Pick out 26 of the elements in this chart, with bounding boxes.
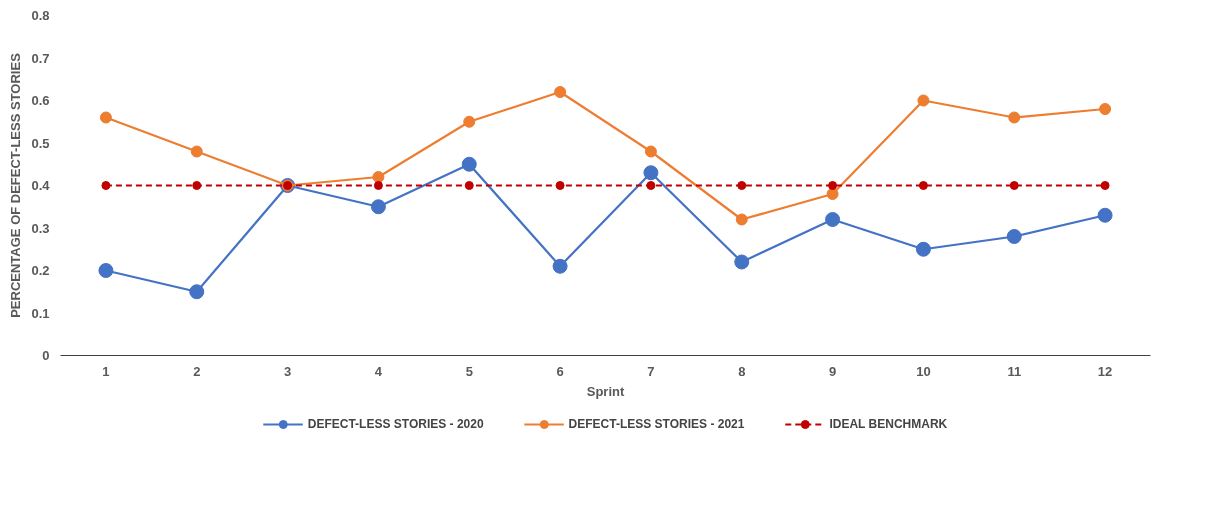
- x-tick-label: 5: [465, 363, 473, 379]
- x-tick-label: 8: [738, 363, 746, 379]
- y-tick-label: 0.5: [31, 135, 50, 151]
- y-tick-label: 0.3: [31, 220, 50, 236]
- legend-label: DEFECT-LESS STORIES - 2020: [307, 416, 484, 431]
- x-tick-label: 12: [1097, 363, 1113, 379]
- y-axis-title: PERCENTAGE OF DEFECT-LESS STORIES: [8, 52, 24, 318]
- x-tick-label: 4: [374, 363, 383, 379]
- y-tick-label: 0.1: [31, 305, 50, 321]
- x-tick-label: 10: [916, 363, 931, 379]
- y-tick-label: 0.4: [31, 178, 51, 193]
- x-tick-label: 2: [193, 363, 201, 379]
- y-tick-label: 0: [42, 348, 50, 363]
- y-tick-label: 0.8: [31, 8, 50, 23]
- legend-label: DEFECT-LESS STORIES - 2021: [568, 416, 745, 431]
- y-tick-label: 0.7: [31, 50, 50, 66]
- x-tick-label: 1: [102, 363, 110, 379]
- x-tick-label: 3: [283, 363, 292, 379]
- y-tick-label: 0.2: [31, 263, 50, 278]
- x-tick-label: 11: [1007, 363, 1022, 379]
- x-axis-title: Sprint: [586, 383, 625, 399]
- x-tick-label: 6: [556, 363, 564, 379]
- y-tick-label: 0.6: [31, 93, 50, 108]
- legend-label: IDEAL BENCHMARK: [829, 416, 948, 431]
- x-tick-label: 7: [647, 363, 655, 379]
- x-tick-label: 9: [828, 363, 837, 379]
